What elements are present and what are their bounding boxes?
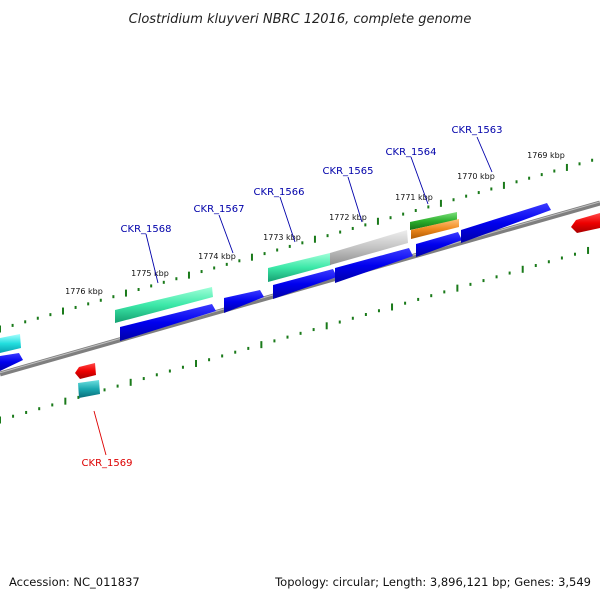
feature-bar-ckr-1568[interactable] [115,287,213,323]
genome-summary-text: Topology: circular; Length: 3,896,121 bp… [274,575,591,589]
cds-arrow-ckr-1563[interactable] [461,203,551,243]
cds-arrow-ckr-1566[interactable] [273,269,337,299]
cds-arrow-left-edge[interactable] [0,353,23,371]
feature-bar-left-edge[interactable] [0,334,21,353]
map-title: Clostridium kluyveri NBRC 12016, complet… [129,12,472,27]
gene-label-ckr-1563[interactable]: CKR_1563 [452,125,503,136]
feature-bar-ckr-1564-upper[interactable] [410,212,457,230]
cds-arrow-ckr-1568[interactable] [120,304,216,341]
scale-label: 1773 kbp [263,233,301,242]
gene-label-ckr-1565[interactable]: CKR_1565 [323,166,374,177]
scale-label: 1775 kbp [131,269,169,278]
scale-label: 1772 kbp [329,213,367,222]
feature-bar-ckr-1565[interactable] [330,230,408,265]
gene-label-ckr-1564[interactable]: CKR_1564 [386,147,437,158]
scale-label: 1769 kbp [527,151,565,160]
feature-bar-ckr-1569[interactable] [78,380,100,398]
reverse-strand-track [75,213,600,398]
cds-arrow-ckr-1567[interactable] [224,290,264,313]
feature-track [0,212,459,353]
accession-text: Accession: NC_011837 [9,575,140,589]
cds-arrow-ckr-1569[interactable] [75,363,96,379]
gene-label-ckr-1567[interactable]: CKR_1567 [194,204,245,215]
scale-label: 1776 kbp [65,287,103,296]
gene-label-ckr-1568[interactable]: CKR_1568 [121,224,172,235]
gene-label-ckr-1569[interactable]: CKR_1569 [82,458,133,469]
cds-arrow-ckr-1564[interactable] [416,232,462,257]
scale-labels: 1769 kbp 1770 kbp 1771 kbp 1772 kbp 1773… [65,151,565,296]
scale-label: 1771 kbp [395,193,433,202]
scale-label: 1774 kbp [198,252,236,261]
gene-label-ckr-1566[interactable]: CKR_1566 [254,187,305,198]
cds-arrow-ckr-1565[interactable] [335,248,413,283]
gene-labels: CKR_1563 CKR_1564 CKR_1565 CKR_1566 CKR_… [82,125,503,469]
outer-tick-ring [0,158,594,333]
scale-label: 1770 kbp [457,172,495,181]
gene-label-leaders [93,136,493,456]
inner-tick-ring [0,246,590,424]
feature-bar-ckr-1564-lower[interactable] [411,219,459,239]
feature-bar-ckr-1566[interactable] [268,253,331,282]
cds-arrow-right-edge[interactable] [571,213,600,233]
forward-strand-track [0,203,551,371]
